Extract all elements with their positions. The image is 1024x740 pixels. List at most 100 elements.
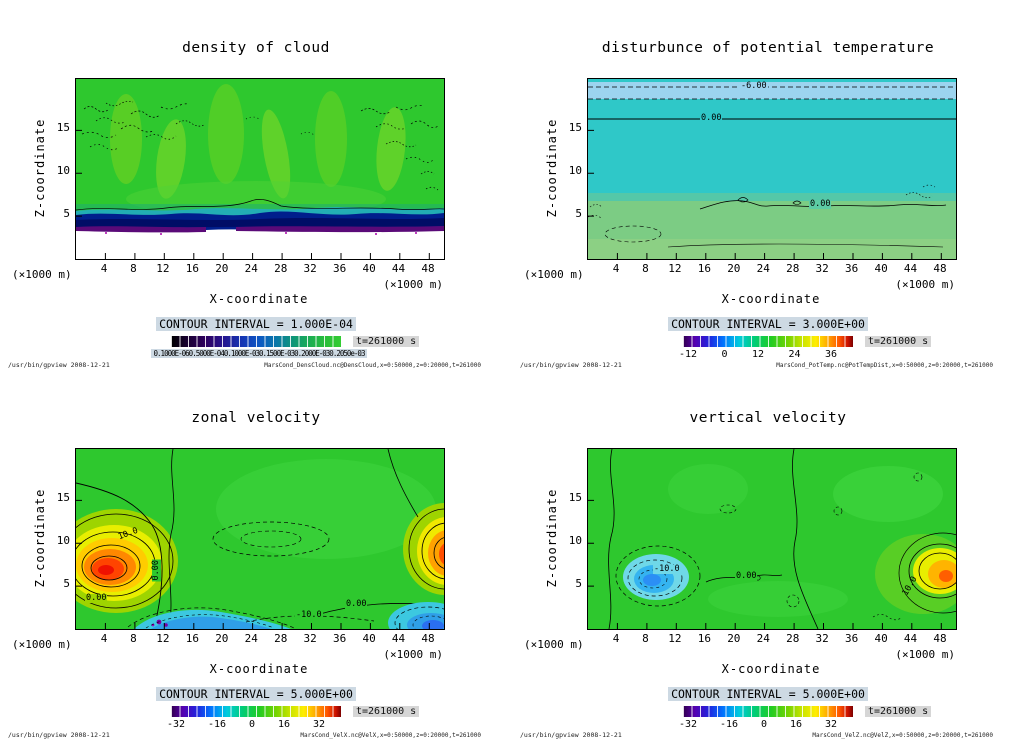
density-of-cloud-field bbox=[76, 79, 444, 259]
x-axis-ticks: 4 8 12 16 20 24 28 32 36 40 44 48 bbox=[604, 262, 952, 275]
plot-area: 10.0 0.00 0.00 -10.0 0.00 bbox=[75, 448, 445, 630]
x-tick-label: 4 bbox=[612, 262, 620, 275]
x-axis-unit: (×1000 m) bbox=[895, 278, 955, 291]
x-tick-label: 40 bbox=[362, 262, 376, 275]
vertical-velocity-field bbox=[588, 449, 956, 629]
colorbar-tick-labels: -32 -16 0 16 32 bbox=[679, 719, 837, 730]
panel-density-of-cloud: density of cloud Z-coordinate 15 10 5 bbox=[0, 0, 512, 370]
colorbar-tick-label: -12 bbox=[679, 349, 698, 360]
x-tick-label: 32 bbox=[303, 632, 317, 645]
y-axis-label: Z-coordinate bbox=[33, 118, 47, 218]
x-tick-label: 24 bbox=[244, 262, 258, 275]
contour-interval-text: CONTOUR INTERVAL = 1.000E-04 bbox=[0, 317, 512, 331]
colorbar-tick-labels: -32 -16 0 16 32 bbox=[167, 719, 325, 730]
x-axis-unit: (×1000 m) bbox=[895, 648, 955, 661]
x-tick-label: 40 bbox=[874, 262, 888, 275]
x-tick-label: 48 bbox=[421, 262, 435, 275]
x-tick-label: 20 bbox=[215, 632, 229, 645]
x-tick-label: 44 bbox=[903, 632, 918, 645]
y-tick-label: 10 bbox=[56, 534, 70, 547]
x-tick-label: 36 bbox=[845, 262, 859, 275]
x-axis-unit: (×1000 m) bbox=[383, 278, 443, 291]
plot-area: -6.00 0.00 0.00 bbox=[587, 78, 957, 260]
x-tick-label: 32 bbox=[815, 262, 829, 275]
y-tick-label: 5 bbox=[575, 577, 582, 590]
y-axis-label: Z-coordinate bbox=[33, 488, 47, 588]
y-axis-label: Z-coordinate bbox=[545, 118, 559, 218]
x-tick-label: 28 bbox=[786, 632, 800, 645]
x-tick-label: 20 bbox=[727, 262, 741, 275]
x-tick-label: 16 bbox=[185, 262, 199, 275]
x-axis-ticks: 4 8 12 16 20 24 28 32 36 40 44 48 bbox=[92, 632, 440, 645]
x-tick-label: 8 bbox=[130, 632, 137, 645]
x-axis-label: X-coordinate bbox=[209, 662, 309, 676]
x-tick-label: 8 bbox=[130, 262, 137, 275]
y-axis-unit: (×1000 m) bbox=[524, 268, 584, 281]
x-tick-label: 44 bbox=[391, 262, 406, 275]
y-tick-label: 10 bbox=[56, 164, 70, 177]
colorbar-tick-label: 36 bbox=[824, 349, 837, 360]
colorbar-tick-label: 0 bbox=[721, 349, 728, 360]
x-tick-label: 48 bbox=[933, 632, 947, 645]
contour-interval-text: CONTOUR INTERVAL = 3.000E+00 bbox=[512, 317, 1024, 331]
x-tick-label: 16 bbox=[697, 262, 711, 275]
x-tick-label: 32 bbox=[815, 632, 829, 645]
source-footer: MarsCond_VelZ.nc@VelZ,x=0:50000,z=0:2000… bbox=[812, 732, 993, 739]
y-axis-unit: (×1000 m) bbox=[524, 638, 584, 651]
contour-interval-text: CONTOUR INTERVAL = 5.000E+00 bbox=[512, 687, 1024, 701]
plot-title: zonal velocity bbox=[191, 410, 321, 426]
y-tick-label: 15 bbox=[568, 491, 582, 504]
time-label: t=261000 s bbox=[865, 336, 932, 347]
time-label: t=261000 s bbox=[353, 706, 420, 717]
colorbar-tick-label: -16 bbox=[208, 719, 227, 730]
plot-area: -10.0 0.00 10.0 bbox=[587, 448, 957, 630]
x-tick-label: 4 bbox=[100, 632, 108, 645]
contour-label: 0.00 bbox=[85, 593, 108, 603]
x-tick-label: 28 bbox=[274, 262, 288, 275]
plot-area bbox=[75, 78, 445, 260]
time-label: t=261000 s bbox=[865, 706, 932, 717]
time-label: t=261000 s bbox=[353, 336, 420, 347]
colorbar-tick-label: 0 bbox=[761, 719, 768, 730]
x-tick-label: 20 bbox=[215, 262, 229, 275]
x-tick-label: 16 bbox=[697, 632, 711, 645]
panel-potential-temperature: disturbunce of potential temperature Z-c… bbox=[512, 0, 1024, 370]
x-axis-unit: (×1000 m) bbox=[383, 648, 443, 661]
command-footer: /usr/bin/gpview 2008-12-21 bbox=[520, 731, 622, 739]
x-tick-label: 24 bbox=[244, 632, 258, 645]
y-axis-unit: (×1000 m) bbox=[12, 268, 72, 281]
panel-zonal-velocity: zonal velocity Z-coordinate 15 10 5 bbox=[0, 370, 512, 740]
colorbar-tick-label: 16 bbox=[277, 719, 291, 730]
y-axis-unit: (×1000 m) bbox=[12, 638, 72, 651]
x-tick-label: 28 bbox=[274, 632, 288, 645]
colorbar bbox=[683, 706, 853, 717]
colorbar-tick-label: 24 bbox=[788, 349, 801, 360]
x-tick-label: 20 bbox=[727, 632, 741, 645]
panel-vertical-velocity: vertical velocity Z-coordinate 15 10 5 bbox=[512, 370, 1024, 740]
x-tick-label: 36 bbox=[845, 632, 859, 645]
x-axis-ticks: 4 8 12 16 20 24 28 32 36 40 44 48 bbox=[92, 262, 440, 275]
x-tick-label: 32 bbox=[303, 262, 317, 275]
source-footer: MarsCond_VelX.nc@VelX,x=0:50000,z=0:2000… bbox=[300, 732, 481, 739]
y-axis-label: Z-coordinate bbox=[545, 488, 559, 588]
x-tick-label: 8 bbox=[642, 632, 649, 645]
x-tick-label: 28 bbox=[786, 262, 800, 275]
colorbar-tick-labels: 0.1000E-060.5000E-040.1000E-030.1500E-03… bbox=[75, 349, 443, 358]
x-tick-label: 44 bbox=[391, 632, 406, 645]
colorbar-tick-label: -32 bbox=[167, 719, 186, 730]
x-tick-label: 36 bbox=[333, 632, 347, 645]
colorbar-tick-label: 32 bbox=[312, 719, 325, 730]
y-tick-label: 5 bbox=[575, 207, 582, 220]
colorbar-tick-label: -16 bbox=[720, 719, 739, 730]
command-footer: /usr/bin/gpview 2008-12-21 bbox=[520, 361, 622, 369]
x-tick-label: 12 bbox=[156, 632, 170, 645]
y-tick-label: 15 bbox=[56, 121, 70, 134]
x-tick-label: 40 bbox=[362, 632, 376, 645]
x-axis-label: X-coordinate bbox=[721, 292, 821, 306]
contour-label: 0.00 bbox=[700, 113, 723, 123]
colorbar-tick-label: 16 bbox=[789, 719, 803, 730]
colorbar-tick-label: 12 bbox=[751, 349, 765, 360]
colorbar-tick-label: 32 bbox=[824, 719, 837, 730]
contour-label: 0.00 bbox=[735, 571, 758, 581]
x-tick-label: 36 bbox=[333, 262, 347, 275]
